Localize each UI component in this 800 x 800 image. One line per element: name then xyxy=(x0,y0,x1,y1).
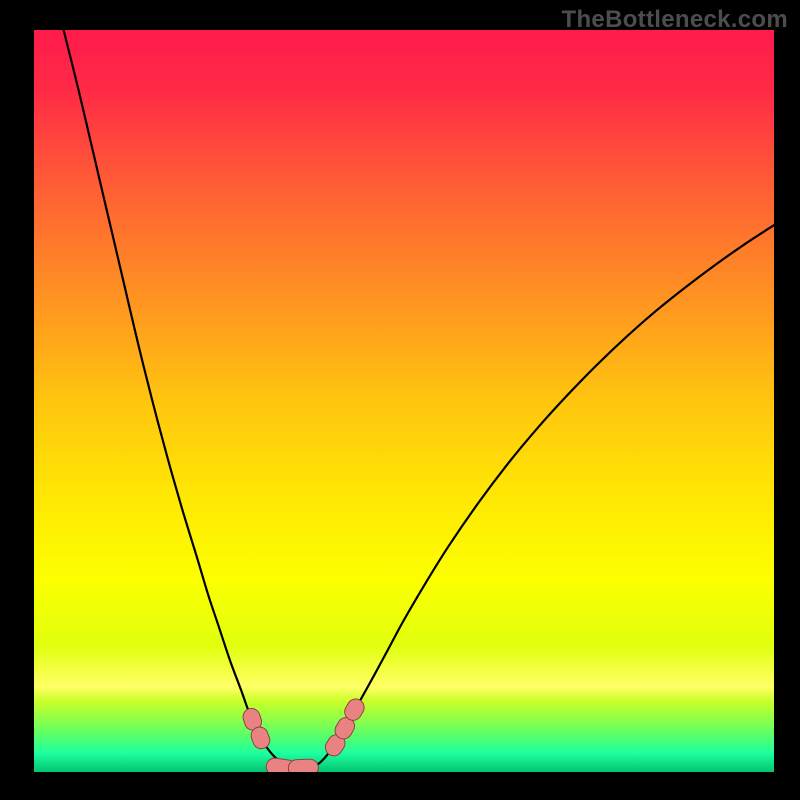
gradient-background xyxy=(34,30,774,772)
figure-root: TheBottleneck.com xyxy=(0,0,800,800)
bottleneck-chart xyxy=(34,30,774,772)
marker-3 xyxy=(288,759,319,772)
plot-area xyxy=(34,30,774,772)
